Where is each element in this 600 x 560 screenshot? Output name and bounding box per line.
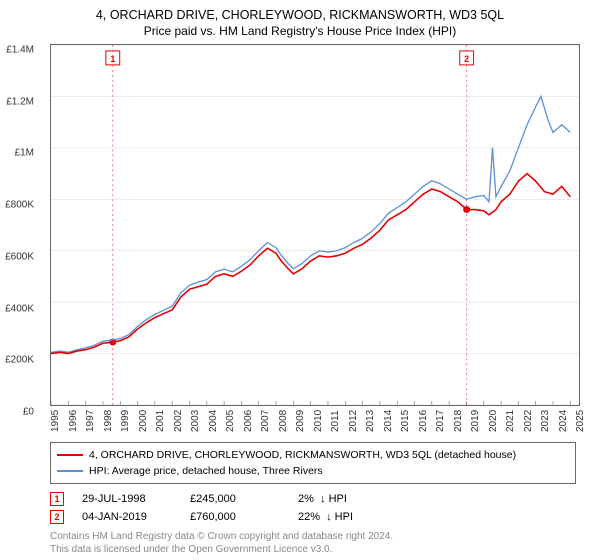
legend-label: 4, ORCHARD DRIVE, CHORLEYWOOD, RICKMANSW…	[89, 447, 516, 463]
legend-label: HPI: Average price, detached house, Thre…	[89, 463, 323, 479]
x-tick-label: 2012	[348, 410, 359, 432]
event-price: £760,000	[190, 511, 280, 523]
x-tick-label: 2008	[278, 410, 289, 432]
event-marker: 2	[50, 510, 64, 524]
plot-area: 12	[50, 44, 580, 406]
y-tick-label: £0	[23, 407, 34, 418]
y-tick-label: £1.4M	[6, 45, 34, 56]
x-tick-label: 2000	[138, 410, 149, 432]
x-tick-label: 1999	[120, 410, 131, 432]
legend: 4, ORCHARD DRIVE, CHORLEYWOOD, RICKMANSW…	[50, 442, 576, 484]
x-tick-label: 2017	[435, 410, 446, 432]
x-tick-label: 2016	[418, 410, 429, 432]
y-tick-label: £200K	[5, 355, 34, 366]
y-tick-label: £400K	[5, 303, 34, 314]
x-tick-label: 1997	[85, 410, 96, 432]
event-row: 2 04-JAN-2019 £760,000 22% ↓ HPI	[50, 510, 576, 524]
event-marker: 1	[50, 492, 64, 506]
y-tick-label: £800K	[5, 200, 34, 211]
event-price: £245,000	[190, 493, 280, 505]
svg-text:2: 2	[464, 54, 469, 64]
event-table: 1 29-JUL-1998 £245,000 2% ↓ HPI 2 04-JAN-…	[50, 492, 576, 524]
x-tick-label: 2010	[313, 410, 324, 432]
x-tick-label: 2004	[208, 410, 219, 432]
x-tick-label: 2005	[225, 410, 236, 432]
x-tick-label: 2002	[173, 410, 184, 432]
plot-svg: 12	[51, 45, 579, 405]
x-tick-label: 2015	[400, 410, 411, 432]
footer-line-1: Contains HM Land Registry data © Crown c…	[50, 530, 576, 543]
event-row: 1 29-JUL-1998 £245,000 2% ↓ HPI	[50, 492, 576, 506]
y-tick-label: £600K	[5, 251, 34, 262]
chart-title: 4, ORCHARD DRIVE, CHORLEYWOOD, RICKMANSW…	[12, 8, 588, 22]
x-axis-labels: 1995 1996 1997 1998 1999 2000 2001 2002 2003 2004…	[50, 406, 580, 436]
x-tick-label: 2021	[505, 410, 516, 432]
event-date: 04-JAN-2019	[82, 511, 172, 523]
legend-swatch	[57, 470, 83, 472]
event-date: 29-JUL-1998	[82, 493, 172, 505]
x-tick-label: 1998	[103, 410, 114, 432]
y-tick-label: £1.2M	[6, 96, 34, 107]
x-tick-label: 2001	[155, 410, 166, 432]
svg-text:1: 1	[110, 54, 115, 64]
x-tick-label: 2014	[383, 410, 394, 432]
y-tick-label: £1M	[15, 148, 34, 159]
chart-container: 4, ORCHARD DRIVE, CHORLEYWOOD, RICKMANSW…	[0, 0, 600, 560]
x-tick-label: 2003	[190, 410, 201, 432]
x-tick-label: 1996	[68, 410, 79, 432]
x-tick-label: 2024	[558, 410, 569, 432]
x-tick-label: 2022	[523, 410, 534, 432]
legend-row: HPI: Average price, detached house, Thre…	[57, 463, 569, 479]
chart-subtitle: Price paid vs. HM Land Registry's House …	[12, 24, 588, 38]
x-tick-label: 2025	[575, 410, 586, 432]
event-delta: 2% ↓ HPI	[298, 493, 388, 505]
event-delta: 22% ↓ HPI	[298, 511, 388, 523]
legend-swatch	[57, 454, 83, 456]
x-tick-label: 2013	[365, 410, 376, 432]
x-tick-label: 2006	[243, 410, 254, 432]
x-tick-label: 1995	[50, 410, 61, 432]
x-tick-label: 2019	[470, 410, 481, 432]
footer-line-2: This data is licensed under the Open Gov…	[50, 543, 576, 556]
footer-attribution: Contains HM Land Registry data © Crown c…	[50, 530, 576, 556]
x-tick-label: 2007	[260, 410, 271, 432]
y-axis-labels: £0£200K£400K£600K£800K£1M£1.2M£1.4M	[0, 50, 38, 412]
legend-row: 4, ORCHARD DRIVE, CHORLEYWOOD, RICKMANSW…	[57, 447, 569, 463]
x-tick-label: 2023	[540, 410, 551, 432]
x-tick-label: 2018	[453, 410, 464, 432]
x-tick-label: 2020	[488, 410, 499, 432]
x-tick-label: 2011	[330, 410, 341, 432]
x-tick-label: 2009	[295, 410, 306, 432]
